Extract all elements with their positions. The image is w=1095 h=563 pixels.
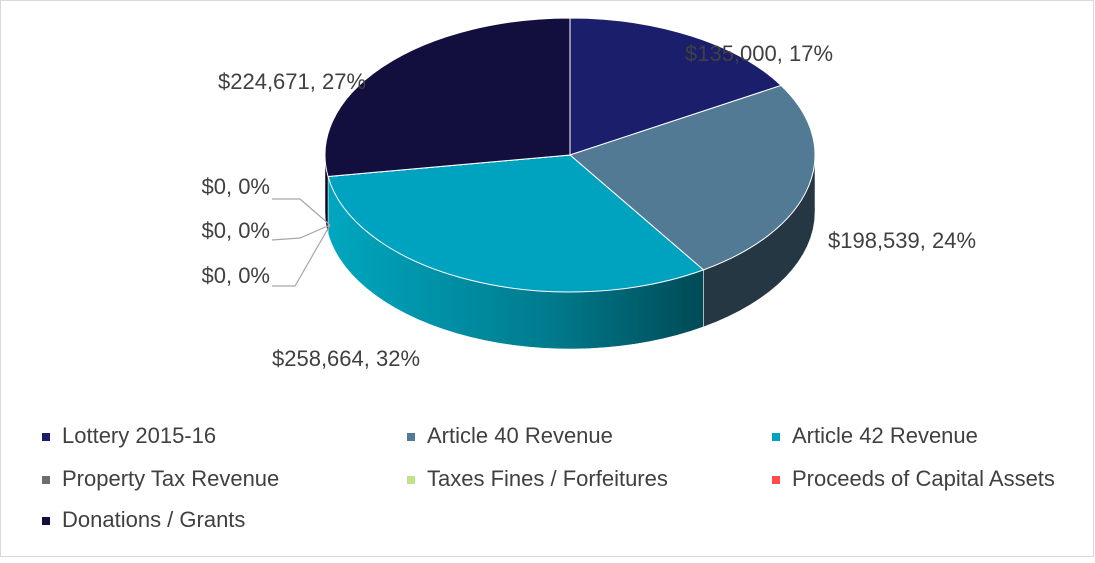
legend-swatch (42, 476, 50, 484)
data-label: $0, 0% (202, 174, 271, 199)
legend-swatch (42, 517, 50, 525)
legend-label: Property Tax Revenue (62, 466, 279, 491)
slice (327, 154, 705, 293)
legend-swatch (772, 433, 780, 441)
legend-label: Article 40 Revenue (427, 423, 613, 448)
slice (569, 84, 816, 271)
legend-label: Article 42 Revenue (792, 423, 978, 448)
leader-line (271, 224, 331, 241)
legend-label: Donations / Grants (62, 507, 245, 532)
data-label: $135,000, 17% (685, 41, 833, 66)
legend-swatch (407, 433, 415, 441)
data-label: $224,671, 27% (218, 69, 366, 94)
legend-label: Proceeds of Capital Assets (792, 466, 1055, 491)
legend-label: Lottery 2015-16 (62, 423, 216, 448)
slice (324, 17, 571, 177)
data-label: $258,664, 32% (272, 346, 420, 371)
legend-swatch (407, 476, 415, 484)
data-label: $0, 0% (202, 263, 271, 288)
legend-label: Taxes Fines / Forfeitures (427, 466, 668, 491)
leader-line (272, 198, 331, 226)
legend-swatch (772, 476, 780, 484)
data-label: $198,539, 24% (828, 228, 976, 253)
data-label: $0, 0% (202, 218, 271, 243)
leader-line (272, 224, 331, 287)
slice (569, 17, 783, 156)
legend-swatch (42, 433, 50, 441)
